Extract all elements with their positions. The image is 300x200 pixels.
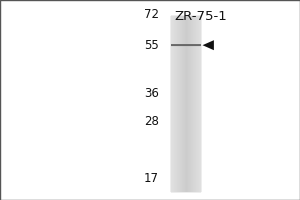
Bar bbox=[173, 16, 174, 192]
Bar bbox=[200, 16, 201, 192]
Bar bbox=[196, 16, 197, 192]
Text: 72: 72 bbox=[144, 8, 159, 21]
Bar bbox=[175, 16, 176, 192]
Bar bbox=[185, 16, 186, 192]
Text: 36: 36 bbox=[144, 87, 159, 100]
Bar bbox=[192, 16, 193, 192]
Bar bbox=[195, 16, 196, 192]
Bar bbox=[193, 16, 194, 192]
Bar bbox=[171, 48, 201, 49]
Text: 55: 55 bbox=[144, 39, 159, 52]
Bar bbox=[197, 16, 198, 192]
Bar bbox=[186, 16, 187, 192]
Bar bbox=[171, 44, 201, 46]
Bar bbox=[171, 47, 201, 48]
Bar bbox=[177, 16, 178, 192]
Bar bbox=[180, 16, 181, 192]
Bar bbox=[174, 16, 175, 192]
Bar bbox=[179, 16, 180, 192]
Bar bbox=[172, 16, 173, 192]
Bar bbox=[189, 16, 190, 192]
Bar bbox=[171, 42, 201, 43]
Bar bbox=[191, 16, 192, 192]
Bar bbox=[182, 16, 183, 192]
Bar bbox=[184, 16, 185, 192]
Bar bbox=[171, 16, 201, 192]
Bar bbox=[176, 16, 177, 192]
Bar bbox=[198, 16, 199, 192]
Text: ZR-75-1: ZR-75-1 bbox=[175, 10, 227, 23]
Bar bbox=[199, 16, 200, 192]
Bar bbox=[183, 16, 184, 192]
Text: 17: 17 bbox=[144, 172, 159, 185]
Bar bbox=[178, 16, 179, 192]
Bar bbox=[187, 16, 188, 192]
Text: 28: 28 bbox=[144, 115, 159, 128]
Bar bbox=[181, 16, 182, 192]
Bar bbox=[171, 46, 201, 47]
Bar bbox=[171, 16, 172, 192]
Bar bbox=[194, 16, 195, 192]
Polygon shape bbox=[202, 40, 214, 50]
Bar bbox=[190, 16, 191, 192]
Bar bbox=[188, 16, 189, 192]
Bar bbox=[171, 45, 201, 46]
Bar bbox=[171, 44, 201, 45]
Bar bbox=[171, 43, 201, 44]
